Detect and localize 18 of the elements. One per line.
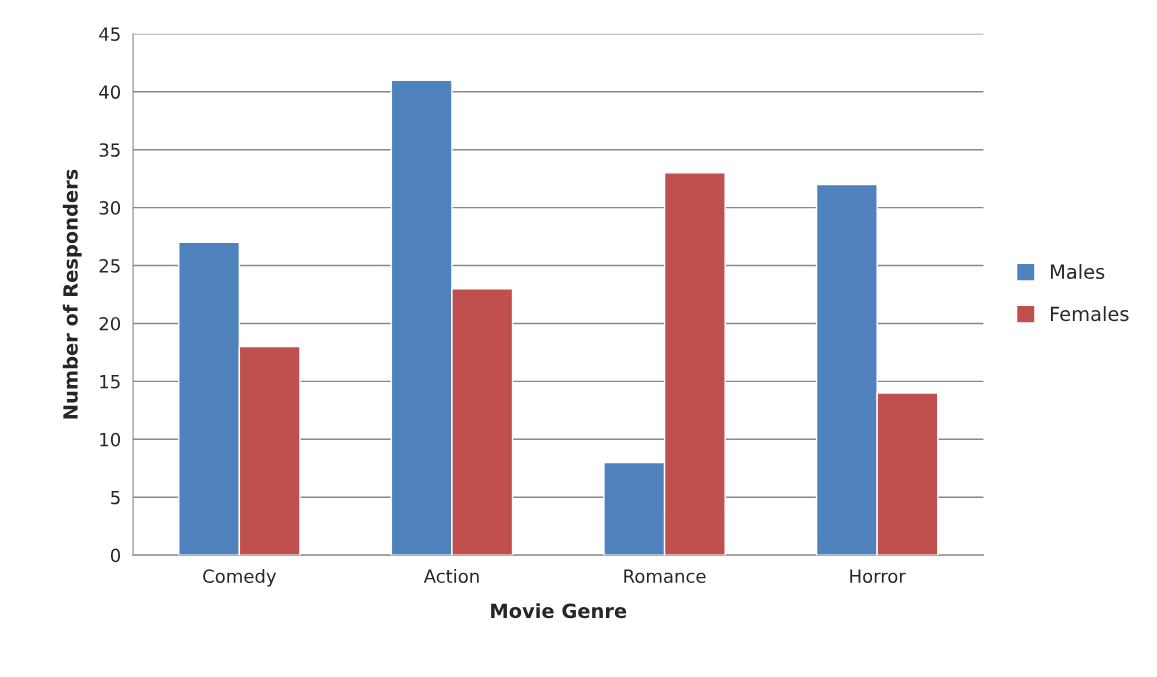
x-axis-title: Movie Genre: [491, 603, 627, 619]
legend-label: Females: [1050, 306, 1129, 322]
y-tick-label: 0: [110, 548, 121, 563]
legend-label: Males: [1050, 264, 1105, 280]
x-tick-label: Horror: [850, 569, 906, 584]
y-tick-label: 10: [100, 432, 121, 447]
y-tick-label: 45: [99, 27, 120, 41]
y-axis-title: Number of Responders: [62, 169, 82, 419]
y-tick-label: 15: [100, 375, 120, 389]
y-tick-label: 25: [99, 258, 120, 273]
y-tick-label: 5: [111, 490, 120, 505]
y-tick-label: 40: [99, 85, 121, 99]
y-tick-label: 35: [99, 143, 120, 157]
x-tick-label: Action: [423, 569, 479, 584]
y-tick-label: 20: [99, 316, 121, 331]
x-tick-label: Comedy: [203, 569, 277, 587]
x-tick-label: Romance: [624, 569, 706, 584]
y-tick-label: 30: [99, 201, 121, 215]
